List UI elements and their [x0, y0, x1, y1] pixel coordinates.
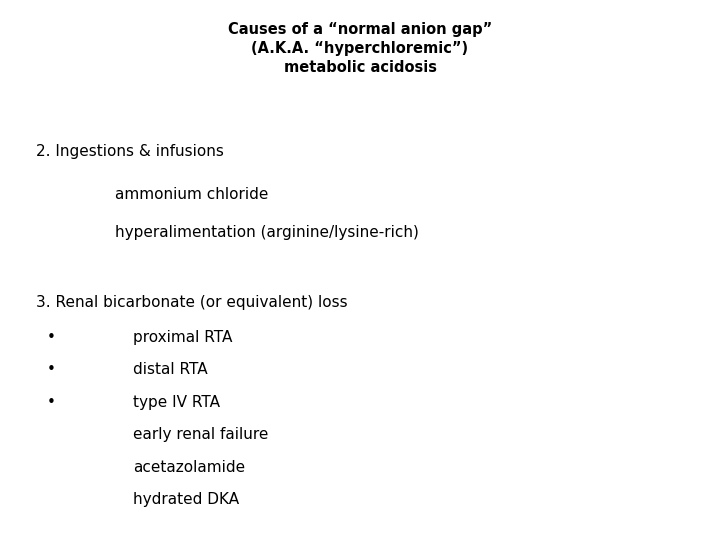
Text: distal RTA: distal RTA — [133, 362, 208, 377]
Text: Causes of a “normal anion gap”
(A.K.A. “hyperchloremic”)
metabolic acidosis: Causes of a “normal anion gap” (A.K.A. “… — [228, 22, 492, 75]
Text: 2. Ingestions & infusions: 2. Ingestions & infusions — [36, 144, 224, 159]
Text: •: • — [47, 362, 55, 377]
Text: acetazolamide: acetazolamide — [133, 460, 246, 475]
Text: hydrated DKA: hydrated DKA — [133, 492, 239, 507]
Text: hyperalimentation (arginine/lysine-rich): hyperalimentation (arginine/lysine-rich) — [115, 225, 419, 240]
Text: •: • — [47, 330, 55, 345]
Text: ammonium chloride: ammonium chloride — [115, 187, 269, 202]
Text: type IV RTA: type IV RTA — [133, 395, 220, 410]
Text: early renal failure: early renal failure — [133, 427, 269, 442]
Text: 3. Renal bicarbonate (or equivalent) loss: 3. Renal bicarbonate (or equivalent) los… — [36, 295, 348, 310]
Text: •: • — [47, 395, 55, 410]
Text: proximal RTA: proximal RTA — [133, 330, 233, 345]
